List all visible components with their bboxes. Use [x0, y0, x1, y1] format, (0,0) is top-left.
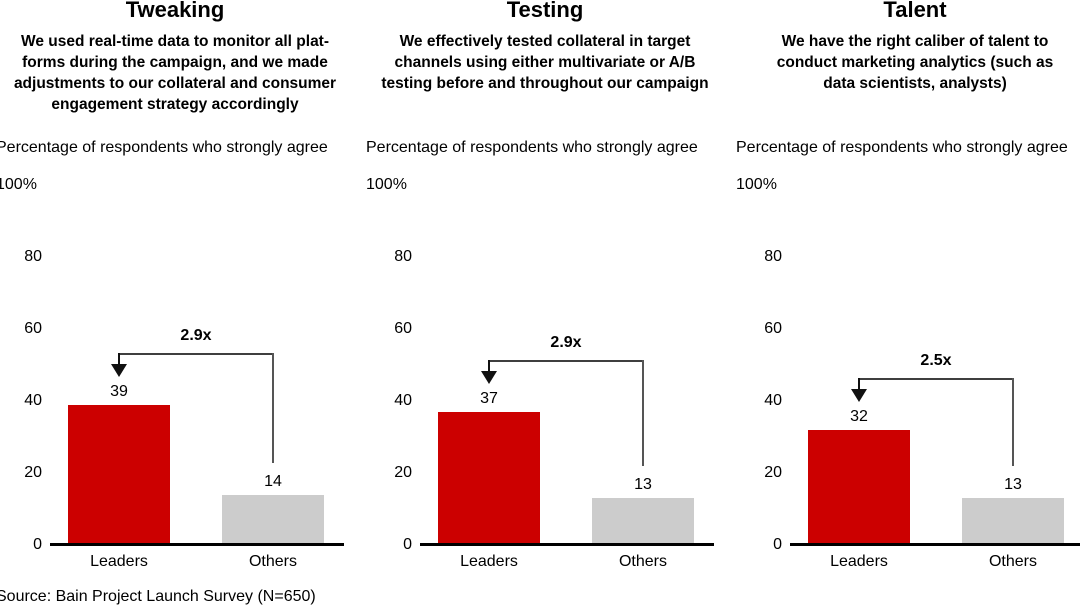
leaders-bar [438, 411, 540, 545]
y-tick-label: 60 [24, 320, 42, 337]
leaders-category-label: Leaders [460, 553, 518, 570]
ratio-bracket-line [119, 352, 273, 355]
chart-title: Testing [506, 0, 584, 22]
chart-title: Tweaking [125, 0, 225, 22]
y-tick-label: 20 [394, 464, 412, 481]
others-value: 13 [634, 476, 652, 494]
leaders-category-label: Leaders [830, 553, 888, 570]
subtitle-line: We used real-time data to monitor all pl… [20, 33, 330, 50]
subtitle-line: adjustments to our collateral and consum… [13, 75, 337, 92]
plot-area: 37 13 2.9x Leaders Others [360, 0, 730, 612]
arrow-down-icon [481, 370, 497, 384]
y-tick-label: 40 [764, 392, 782, 409]
y-axis-label: Percentage of respondents who strongly a… [0, 139, 328, 156]
ratio-arrow-stub [858, 377, 860, 390]
chart-subtitle: We have the right caliber of talent to c… [730, 31, 1080, 94]
others-category-label: Others [248, 553, 297, 570]
ratio-bracket-line [489, 359, 643, 362]
leaders-bar [808, 429, 910, 545]
leaders-value: 37 [480, 389, 498, 407]
y-axis-label: Percentage of respondents who strongly a… [366, 139, 698, 156]
leaders-bar [68, 404, 170, 545]
subtitle-line: testing before and throughout our campai… [381, 75, 709, 92]
subtitle-line: engagement strategy accordingly [51, 96, 299, 113]
others-value: 13 [1004, 476, 1022, 494]
ratio-label: 2.9x [180, 326, 212, 344]
ratio-label: 2.5x [920, 351, 952, 369]
arrow-down-icon [851, 388, 867, 402]
x-axis-line [420, 543, 714, 546]
chart-testing: Testing We effectively tested collateral… [360, 0, 730, 612]
ratio-label: 2.9x [550, 333, 582, 351]
chart-subtitle: We effectively tested collateral in targ… [360, 31, 730, 94]
others-bar [222, 494, 324, 545]
ratio-bracket-vertical [1012, 377, 1014, 467]
y-tick-label: 80 [764, 248, 782, 265]
others-category-label: Others [988, 553, 1037, 570]
chart-talent: Talent We have the right caliber of tale… [730, 0, 1080, 612]
ratio-bracket-vertical [272, 352, 274, 463]
ratio-bracket-vertical [642, 359, 644, 467]
y-tick-label: 40 [24, 392, 42, 409]
y-tick-label: 40 [394, 392, 412, 409]
y-tick-label: 0 [773, 536, 782, 553]
subtitle-line: forms during the campaign, and we made [22, 54, 328, 71]
y-tick-100: 100% [366, 176, 407, 193]
chart-title: Talent [883, 0, 947, 22]
y-tick-label: 80 [24, 248, 42, 265]
subtitle-line: We have the right caliber of talent to [781, 33, 1049, 50]
x-axis-line [790, 543, 1080, 546]
y-tick-label: 0 [403, 536, 412, 553]
leaders-category-label: Leaders [90, 553, 148, 570]
y-tick-100: 100% [736, 176, 777, 193]
y-axis-label: Percentage of respondents who strongly a… [736, 139, 1068, 156]
leaders-value: 32 [850, 407, 868, 425]
plot-area: 39 14 2.9x Leaders Others [0, 0, 360, 612]
others-bar [962, 498, 1064, 545]
x-axis-line [50, 543, 344, 546]
subtitle-line: data scientists, analysts) [823, 75, 1007, 92]
ratio-bracket-line [859, 377, 1013, 380]
subtitle-line: channels using either multivariate or A/… [394, 54, 696, 71]
y-tick-label: 80 [394, 248, 412, 265]
source-note: Source: Bain Project Launch Survey (N=65… [0, 588, 316, 605]
chart-subtitle: We used real-time data to monitor all pl… [0, 31, 360, 115]
y-tick-label: 20 [764, 464, 782, 481]
others-value: 14 [264, 472, 282, 490]
ratio-arrow-stub [118, 352, 120, 365]
subtitle-line: We effectively tested collateral in targ… [399, 33, 691, 50]
y-tick-label: 60 [394, 320, 412, 337]
y-tick-label: 20 [24, 464, 42, 481]
others-bar [592, 498, 694, 545]
subtitle-line: conduct marketing analytics (such as [776, 54, 1054, 71]
others-category-label: Others [618, 553, 667, 570]
chart-tweaking: Tweaking We used real-time data to monit… [0, 0, 360, 612]
y-tick-100: 100% [0, 176, 37, 193]
ratio-arrow-stub [488, 359, 490, 372]
arrow-down-icon [111, 363, 127, 377]
y-tick-label: 0 [33, 536, 42, 553]
plot-area: 32 13 2.5x Leaders Others [730, 0, 1080, 612]
leaders-value: 39 [110, 382, 128, 400]
y-tick-label: 60 [764, 320, 782, 337]
